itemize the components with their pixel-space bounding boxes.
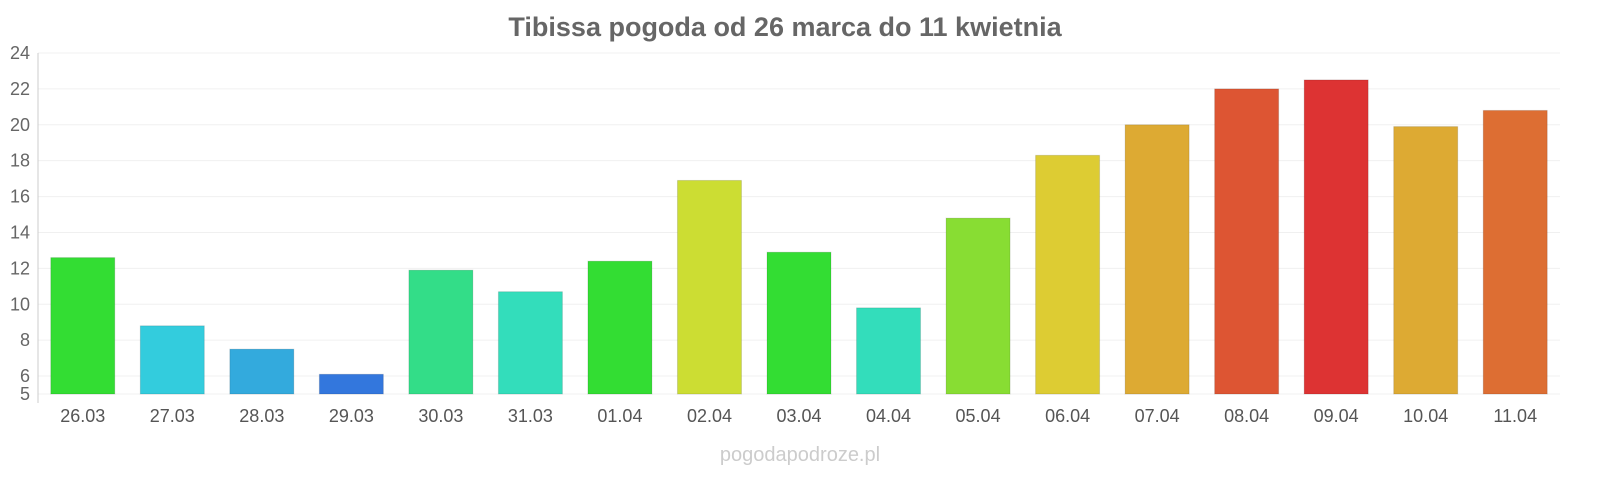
bar <box>1303 79 1369 395</box>
x-tick-label: 04.04 <box>866 406 911 426</box>
y-tick-label: 18 <box>10 151 30 171</box>
bar <box>497 291 563 395</box>
bar <box>1214 88 1280 395</box>
bar <box>945 217 1011 395</box>
bars <box>50 79 1548 395</box>
x-tick-label: 09.04 <box>1314 406 1359 426</box>
x-tick-label: 05.04 <box>956 406 1001 426</box>
x-tick-label: 03.04 <box>776 406 821 426</box>
x-tick-label: 30.03 <box>418 406 463 426</box>
x-tick-label: 27.03 <box>150 406 195 426</box>
y-tick-label: 10 <box>10 294 30 314</box>
bar <box>408 269 474 395</box>
x-tick-label: 02.04 <box>687 406 732 426</box>
y-tick-label: 22 <box>10 79 30 99</box>
x-tick-label: 10.04 <box>1403 406 1448 426</box>
y-tick-label: 12 <box>10 258 30 278</box>
y-tick-label: 16 <box>10 187 30 207</box>
x-tick-label: 29.03 <box>329 406 374 426</box>
bar <box>229 348 295 395</box>
x-tick-label: 31.03 <box>508 406 553 426</box>
x-tick-label: 01.04 <box>597 406 642 426</box>
x-tick-label: 07.04 <box>1135 406 1180 426</box>
bar <box>1482 109 1548 395</box>
bar <box>587 260 653 395</box>
chart-title: Tibissa pogoda od 26 marca do 11 kwietni… <box>508 12 1062 42</box>
bar <box>1124 124 1190 395</box>
bar <box>1393 126 1459 395</box>
y-tick-label: 8 <box>20 330 30 350</box>
x-tick-label: 28.03 <box>239 406 284 426</box>
x-tick-label: 11.04 <box>1493 406 1537 426</box>
y-axis: 56 8 10 12 14 16 18 20 22 24 <box>10 43 30 404</box>
x-axis: 26.03 27.03 28.03 29.03 30.03 31.03 01.04 02.04… <box>60 406 1537 426</box>
bar <box>318 373 384 395</box>
y-tick-label: 24 <box>10 43 30 63</box>
bar <box>1035 154 1101 395</box>
x-tick-label: 08.04 <box>1224 406 1269 426</box>
y-tick-label: 14 <box>10 222 30 242</box>
watermark: pogodapodroze.pl <box>720 444 880 466</box>
x-tick-label: 26.03 <box>60 406 105 426</box>
y-tick-label: 20 <box>10 115 30 135</box>
bar <box>766 251 832 395</box>
bar <box>50 257 116 395</box>
bar <box>856 307 922 395</box>
y-tick-label: 6 <box>20 366 30 386</box>
x-tick-label: 06.04 <box>1045 406 1090 426</box>
bar <box>139 325 205 395</box>
y-tick-label: 5 <box>20 384 30 404</box>
bar <box>676 179 742 395</box>
